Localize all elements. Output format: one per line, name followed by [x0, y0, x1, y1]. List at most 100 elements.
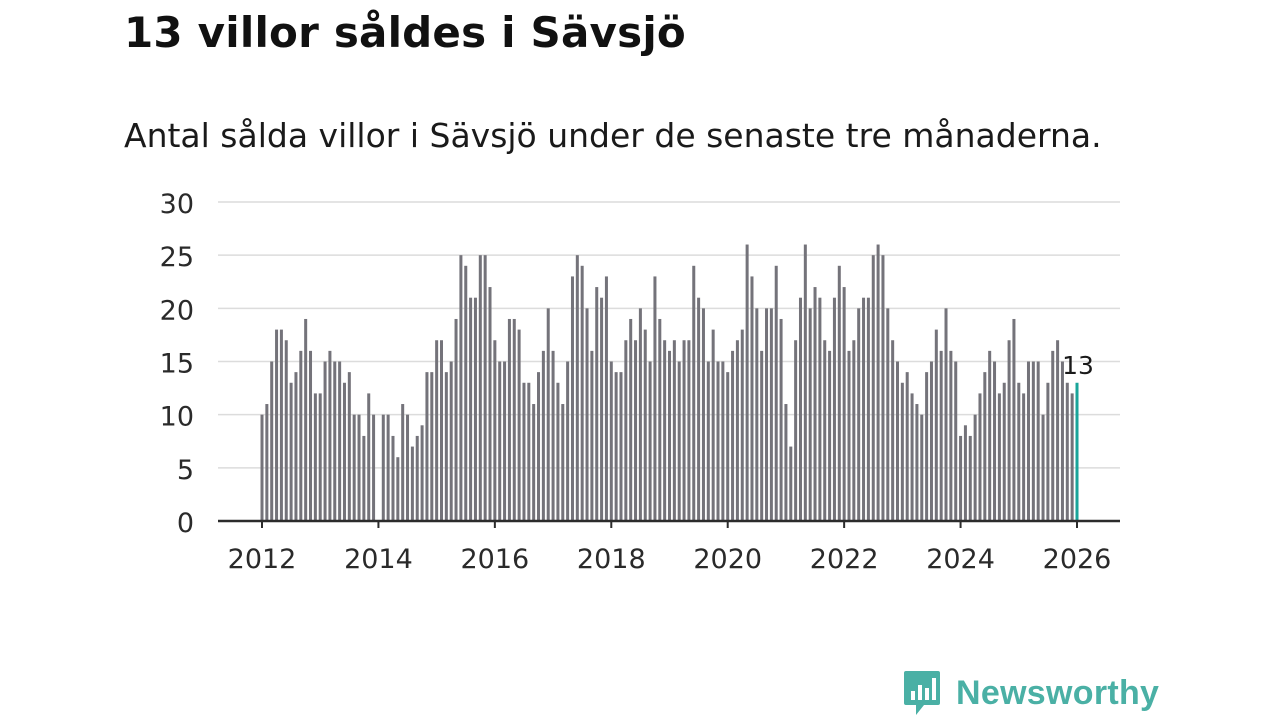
bar: [634, 340, 638, 521]
y-tick-label: 5: [177, 455, 194, 486]
x-tick-label: 2022: [810, 544, 879, 575]
y-axis-ticks: 0 5 10 15 20 25 30: [160, 189, 194, 539]
bar: [900, 382, 904, 521]
bar: [624, 340, 628, 521]
bar: [561, 404, 565, 521]
bar: [798, 297, 802, 521]
x-tick-label: 2016: [460, 544, 529, 575]
y-tick-label: 10: [160, 402, 194, 433]
bar: [444, 372, 448, 521]
bar: [862, 297, 866, 521]
x-tick-label: 2026: [1043, 544, 1112, 575]
bar: [454, 318, 458, 521]
bar: [401, 404, 405, 521]
chart-subtitle: Antal sålda villor i Sävsjö under de sen…: [124, 116, 1102, 155]
bar: [304, 318, 308, 521]
bar: [265, 404, 269, 521]
bar: [328, 350, 332, 521]
bar: [410, 446, 414, 521]
bar: [629, 318, 633, 521]
bar: [347, 372, 351, 521]
bar: [808, 308, 812, 521]
newsworthy-logo-icon: [904, 671, 940, 715]
bar: [270, 361, 274, 521]
bar: [546, 308, 550, 521]
bar: [1051, 350, 1055, 521]
y-tick-label: 0: [177, 508, 194, 539]
bar: [318, 393, 322, 521]
bar: [537, 372, 541, 521]
bar: [439, 340, 443, 521]
bar: [284, 340, 288, 521]
bar: [503, 361, 507, 521]
bar: [857, 308, 861, 521]
y-tick-label: 25: [160, 242, 194, 273]
bar: [934, 329, 938, 521]
bar: [338, 361, 342, 521]
bar: [367, 393, 371, 521]
brand-name: Newsworthy: [956, 673, 1160, 712]
bar: [507, 318, 511, 521]
bar: [706, 361, 710, 521]
y-tick-label: 20: [160, 295, 194, 326]
bar: [386, 414, 390, 521]
bar: [716, 361, 720, 521]
bar: [1026, 361, 1030, 521]
bar: [711, 329, 715, 521]
bar: [653, 276, 657, 521]
bar: [920, 414, 924, 521]
bar: [915, 404, 919, 521]
bar: [978, 393, 982, 521]
bar: [570, 276, 574, 521]
bar: [420, 425, 424, 521]
bar: [551, 350, 555, 521]
bar: [968, 435, 972, 521]
bar: [755, 308, 759, 521]
bar: [813, 287, 817, 521]
x-tick-label: 2012: [228, 544, 297, 575]
y-tick-label: 15: [160, 349, 194, 380]
bar: [406, 414, 410, 521]
bar: [391, 435, 395, 521]
bar: [988, 350, 992, 521]
bar: [803, 244, 807, 521]
bar: [1002, 382, 1006, 521]
bar: [881, 255, 885, 522]
bar: [396, 457, 400, 521]
bar: [784, 404, 788, 521]
bar: [464, 265, 468, 521]
bar: [954, 361, 958, 521]
bar: [997, 393, 1001, 521]
bar: [604, 276, 608, 521]
bar: [779, 318, 783, 521]
bar: [983, 372, 987, 521]
bar: [1056, 340, 1060, 521]
bar: [260, 414, 264, 521]
bar: [1022, 393, 1026, 521]
bar: [600, 297, 604, 521]
bar: [323, 361, 327, 521]
bar: [658, 318, 662, 521]
bar: [294, 372, 298, 521]
x-tick-label: 2020: [693, 544, 762, 575]
last-value-label: 13: [1062, 351, 1094, 380]
bar: [362, 435, 366, 521]
bar: [493, 340, 497, 521]
bar: [765, 308, 769, 521]
bar: [473, 297, 477, 521]
bar: [342, 382, 346, 521]
bar: [837, 265, 841, 521]
bars: [260, 244, 1079, 522]
bar: [949, 350, 953, 521]
bar: [701, 308, 705, 521]
bar: [925, 372, 929, 521]
newsworthy-brand: Newsworthy: [902, 668, 1159, 718]
bar: [896, 361, 900, 521]
bar: [668, 350, 672, 521]
bar: [697, 297, 701, 521]
bar: [372, 414, 376, 521]
bar: [993, 361, 997, 521]
bar: [619, 372, 623, 521]
bar: [643, 329, 647, 521]
bar: [852, 340, 856, 521]
